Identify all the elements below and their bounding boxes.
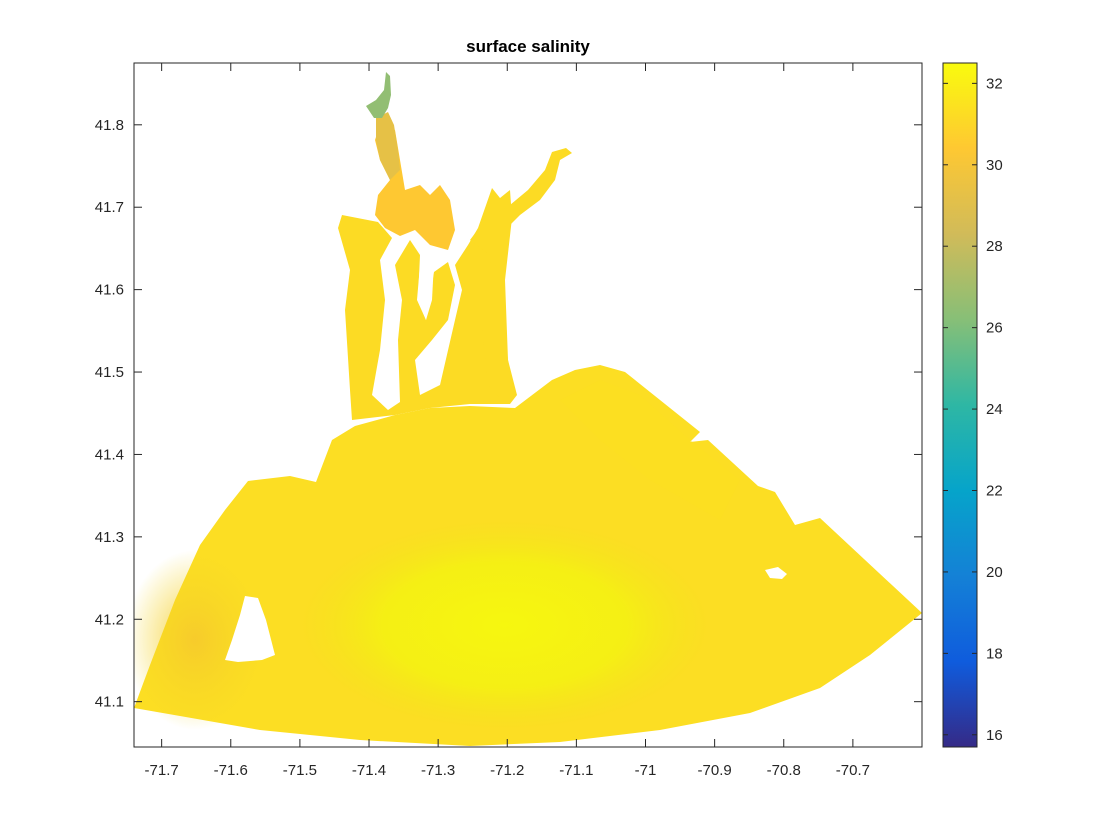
x-tick-label: -70.9 <box>698 762 732 779</box>
colorbar-tick-label: 28 <box>986 238 1003 255</box>
colorbar-tick-label: 24 <box>986 401 1003 418</box>
x-tick-label: -71.5 <box>283 762 317 779</box>
colorbar-gradient <box>942 62 978 748</box>
x-tick-label: -71.7 <box>145 762 179 779</box>
y-tick-label: 41.6 <box>95 282 124 299</box>
colorbar-ticks: 16 18 20 22 24 26 28 30 32 <box>943 75 1003 744</box>
colorbar-tick-label: 26 <box>986 320 1003 337</box>
y-axis: 41.1 41.2 41.3 41.4 41.5 41.6 41.7 41.8 <box>95 117 922 711</box>
y-tick-label: 41.4 <box>95 446 124 463</box>
island-small-east <box>765 567 787 579</box>
x-tick-label: -71 <box>635 762 657 779</box>
island-bay-conanicut <box>384 352 398 404</box>
x-axis: -71.7 -71.6 -71.5 -71.4 -71.3 -71.2 -71.1 -71 -7… <box>145 63 870 779</box>
x-tick-label: -70.8 <box>767 762 801 779</box>
region-western-shelf <box>134 550 265 730</box>
x-tick-label: -71.6 <box>214 762 248 779</box>
region-central-sound <box>300 520 710 730</box>
region-eastern-shelf <box>560 380 740 520</box>
colorbar: 16 18 20 22 24 26 28 30 32 <box>942 62 1003 748</box>
colorbar-tick-label: 16 <box>986 727 1003 744</box>
plot-area <box>134 72 922 746</box>
region-river-mouth <box>376 112 400 180</box>
region-lower-bay-east-arm <box>482 262 512 398</box>
x-tick-label: -71.4 <box>352 762 386 779</box>
x-tick-label: -71.1 <box>559 762 593 779</box>
colorbar-tick-label: 32 <box>986 75 1003 92</box>
y-tick-label: 41.7 <box>95 199 124 216</box>
y-tick-label: 41.5 <box>95 364 124 381</box>
axes-box <box>133 62 923 748</box>
y-tick-label: 41.1 <box>95 694 124 711</box>
chart-title: surface salinity <box>466 37 590 56</box>
y-tick-label: 41.2 <box>95 611 124 628</box>
x-tick-label: -70.7 <box>836 762 870 779</box>
y-tick-label: 41.3 <box>95 529 124 546</box>
island-block <box>225 596 275 662</box>
x-tick-label: -71.3 <box>421 762 455 779</box>
x-tick-label: -71.2 <box>490 762 524 779</box>
colorbar-tick-label: 22 <box>986 483 1003 500</box>
colorbar-tick-label: 30 <box>986 157 1003 174</box>
region-east-passage <box>470 148 572 255</box>
region-river-channel <box>366 72 391 118</box>
region-lower-bay <box>338 188 517 420</box>
colorbar-tick-label: 20 <box>986 564 1003 581</box>
y-tick-label: 41.8 <box>95 117 124 134</box>
island-bay-aquidneck <box>417 262 434 320</box>
colorbar-tick-label: 18 <box>986 645 1003 662</box>
